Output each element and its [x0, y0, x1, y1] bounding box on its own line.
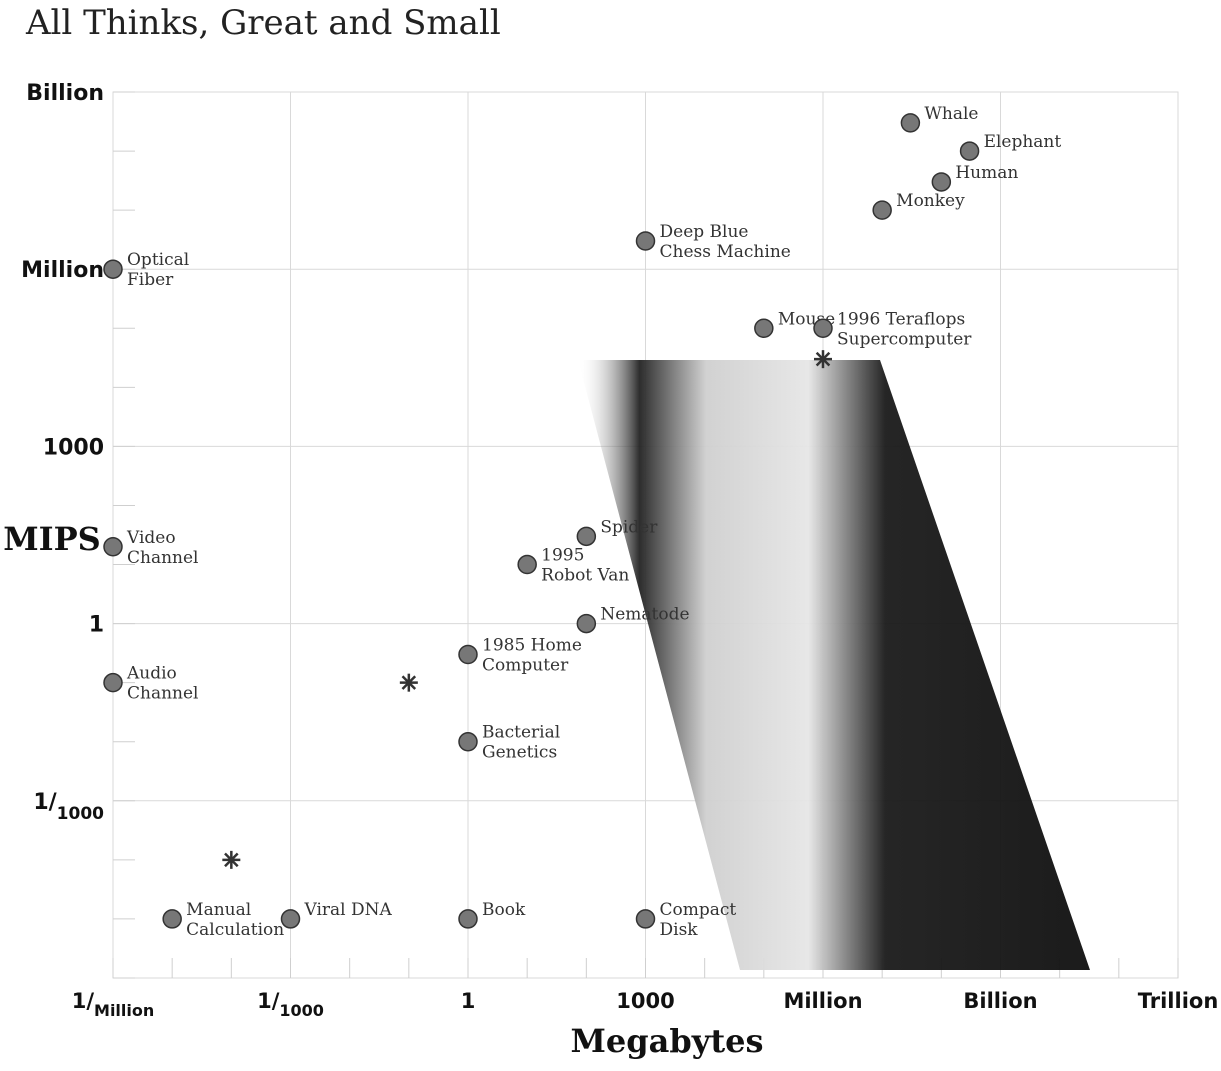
point-1985-home-computer: 1985 Home Computer — [458, 635, 582, 675]
point-1995-robot-van: 1995 Robot Van — [517, 546, 629, 586]
data-points: Whale Elephant Human Monkey Deep Blue Chess M… — [103, 104, 1062, 940]
human-icon — [931, 172, 952, 192]
asterisk-stroke — [224, 852, 239, 868]
x-tick-label: 1 — [461, 989, 476, 1013]
x-tick-label: 1/1000 — [257, 989, 324, 1020]
point-human: Human — [931, 163, 1018, 192]
supercomputer-icon — [813, 318, 833, 339]
hand-writing-icon — [162, 909, 182, 929]
point-viral-dna: Viral DNA — [280, 900, 393, 929]
point-label: Bacterial Genetics — [482, 723, 560, 763]
point-spider: Spider — [576, 517, 658, 547]
video-channel-icon — [103, 537, 123, 557]
bacterium-icon — [458, 731, 478, 752]
x-tick-label: 1000 — [616, 989, 674, 1013]
x-tick-label: Million — [783, 989, 862, 1013]
book-icon — [458, 909, 478, 929]
x-tick-label: 1/Million — [72, 989, 155, 1020]
point-label: Compact Disk — [660, 900, 737, 940]
compact-disk-icon — [635, 909, 656, 929]
audio-channel-icon — [103, 672, 123, 693]
y-tick-label: 1 — [89, 613, 104, 638]
point-label: Video Channel — [126, 528, 199, 568]
x-axis-label: Megabytes — [570, 1022, 763, 1060]
virus-icon — [280, 909, 301, 929]
point-monkey: Monkey — [872, 191, 965, 220]
point-whale: Whale — [900, 104, 978, 133]
asterisk-stroke — [815, 351, 831, 367]
point-label: 1995 Robot Van — [541, 546, 629, 586]
point-1996-teraflops-supercomputer: 1996 Teraflops Supercomputer — [813, 309, 972, 349]
point-label: Monkey — [896, 191, 965, 211]
deep-blue-icon — [635, 231, 656, 251]
robot-van-icon — [517, 554, 537, 575]
optical-fiber-icon — [103, 259, 123, 279]
point-manual-calculation: Manual Calculation — [162, 900, 284, 940]
point-label: 1985 Home Computer — [482, 635, 582, 675]
point-label: Human — [955, 163, 1018, 183]
y-tick-label: 1/1000 — [33, 790, 104, 824]
point-label: Viral DNA — [304, 900, 393, 920]
y-axis-label: MIPS — [3, 520, 101, 558]
x-tick-label: Trillion — [1138, 989, 1219, 1013]
spider-icon — [576, 526, 597, 547]
point-label: Nematode — [600, 605, 689, 625]
asterisk-marker — [814, 350, 832, 369]
point-label: Elephant — [984, 132, 1062, 152]
point-label: Manual Calculation — [186, 900, 284, 940]
point-label: 1996 Teraflops Supercomputer — [837, 309, 972, 349]
chart-title: All Thinks, Great and Small — [25, 3, 501, 43]
point-label: Audio Channel — [126, 664, 199, 704]
whale-icon — [900, 113, 921, 133]
point-compact-disk: Compact Disk — [635, 900, 737, 940]
point-label: Deep Blue Chess Machine — [660, 222, 791, 262]
point-label: Whale — [924, 104, 978, 124]
elephant-icon — [959, 141, 980, 161]
point-bacterial-genetics: Bacterial Genetics — [458, 723, 560, 763]
home-computer-icon — [458, 644, 478, 665]
point-deep-blue-chess-machine: Deep Blue Chess Machine — [635, 222, 791, 262]
monkey-icon — [872, 200, 892, 220]
point-book: Book — [458, 900, 526, 929]
point-optical-fiber: Optical Fiber — [103, 250, 189, 290]
nematode-icon — [576, 613, 597, 634]
x-tick-label: Billion — [963, 989, 1037, 1013]
point-audio-channel: Audio Channel — [103, 664, 199, 704]
brain-scan-image — [578, 360, 1090, 970]
point-elephant: Elephant — [959, 132, 1062, 161]
y-tick-labels: Billion Million 1000 1 1/1000 — [21, 81, 104, 824]
asterisk-marker — [222, 850, 241, 869]
point-label: Spider — [600, 517, 658, 537]
asterisk-stroke — [401, 675, 417, 690]
y-tick-label: Billion — [26, 81, 104, 106]
point-nematode: Nematode — [576, 605, 690, 634]
x-tick-labels: 1/Million 1/1000 1 1000 Million Billion Trilli… — [72, 989, 1219, 1020]
point-label: Book — [482, 900, 526, 920]
mouse-icon — [754, 318, 774, 339]
point-video-channel: Video Channel — [103, 528, 199, 568]
y-tick-label: Million — [21, 258, 104, 283]
point-label: Optical Fiber — [127, 250, 189, 290]
y-tick-label: 1000 — [43, 435, 104, 460]
asterisk-markers — [222, 350, 832, 869]
asterisk-marker — [399, 673, 418, 692]
